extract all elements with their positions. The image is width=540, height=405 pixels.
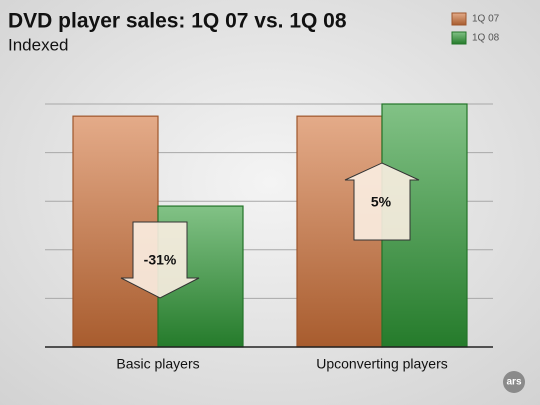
legend-swatch — [451, 12, 467, 26]
plot: Basic players Upconverting players — [45, 103, 493, 372]
logo-badge — [503, 371, 525, 393]
legend-swatch — [451, 31, 467, 45]
annotations: -31% 5% — [120, 162, 420, 299]
x-tick-label: Basic players — [116, 356, 199, 372]
legend-label: 1Q 07 — [472, 14, 500, 25]
chart-title: DVD player sales: 1Q 07 vs. 1Q 08 — [8, 10, 347, 33]
annotation: -31% — [144, 252, 177, 268]
annotation: 5% — [371, 194, 392, 210]
up-arrow — [344, 162, 420, 241]
down-arrow — [120, 221, 200, 299]
logo: ars — [506, 377, 521, 388]
legend-label: 1Q 08 — [472, 33, 500, 44]
x-tick-label: Upconverting players — [316, 356, 448, 372]
chart-subtitle: Indexed — [8, 35, 69, 54]
